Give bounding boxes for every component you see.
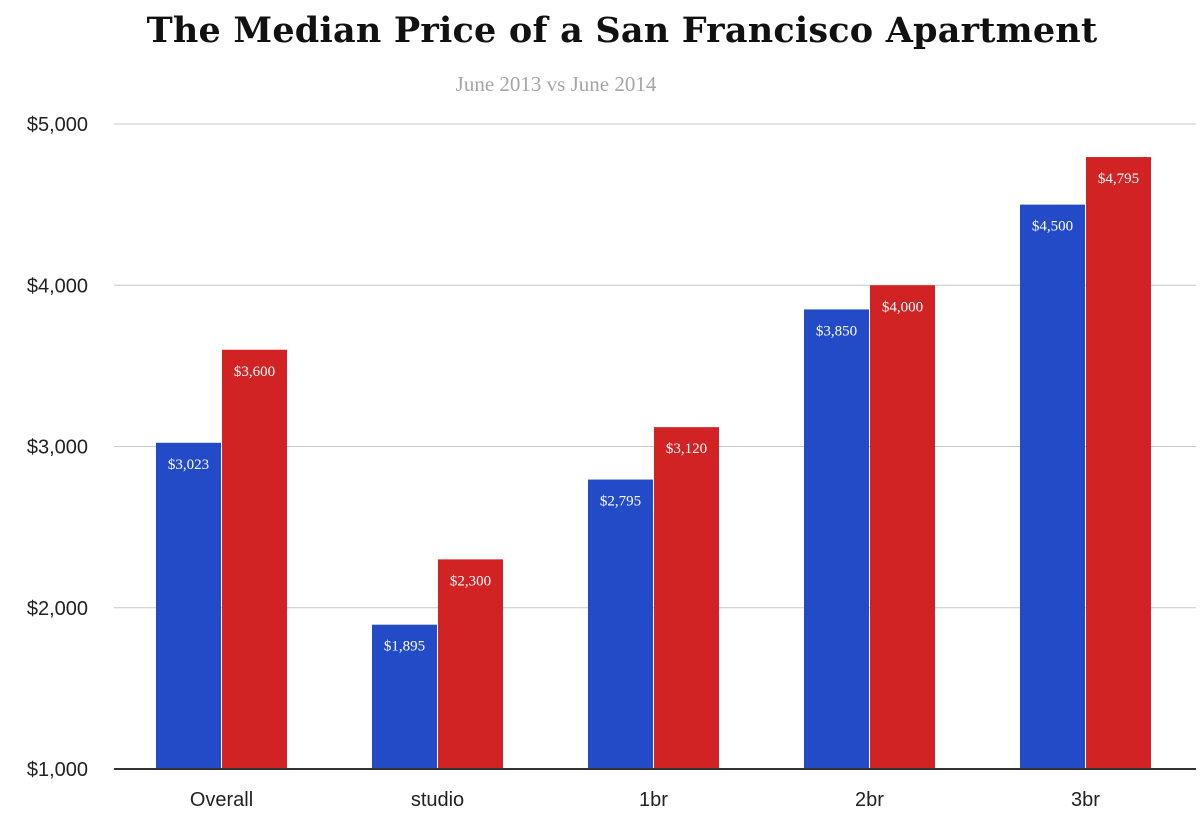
- data-label-0-4: $4,500: [1032, 219, 1073, 235]
- data-label-1-0: $3,600: [234, 364, 275, 380]
- y-tick-label-1000: $1,000: [27, 759, 88, 781]
- data-label-1-1: $2,300: [450, 573, 491, 589]
- data-label-1-2: $3,120: [666, 441, 707, 457]
- y-tick-label-3000: $3,000: [27, 437, 88, 459]
- y-tick-label-5000: $5,000: [27, 114, 88, 136]
- x-tick-label-3: 2br: [855, 789, 884, 811]
- y-tick-label-4000: $4,000: [27, 275, 88, 297]
- bar-1-4: [1086, 157, 1151, 769]
- bar-1-2: [654, 427, 719, 769]
- chart-subtitle: June 2013 vs June 2014: [455, 72, 657, 96]
- data-label-1-3: $4,000: [882, 299, 923, 315]
- data-label-0-3: $3,850: [816, 323, 857, 339]
- data-label-1-4: $4,795: [1098, 171, 1139, 187]
- bar-0-4: [1020, 204, 1085, 769]
- y-tick-label-2000: $2,000: [27, 598, 88, 620]
- bar-0-0: [156, 442, 221, 769]
- data-label-0-2: $2,795: [600, 494, 641, 510]
- bar-0-1: [372, 624, 437, 769]
- chart-title: The Median Price of a San Francisco Apar…: [146, 10, 1098, 51]
- data-label-0-1: $1,895: [384, 639, 425, 655]
- bar-1-1: [438, 559, 503, 769]
- x-tick-label-4: 3br: [1071, 789, 1100, 811]
- bar-1-0: [222, 349, 287, 769]
- x-tick-label-0: Overall: [190, 789, 253, 811]
- bar-0-3: [804, 309, 869, 769]
- data-label-0-0: $3,023: [168, 457, 209, 473]
- bar-0-2: [588, 479, 653, 769]
- x-tick-label-2: 1br: [639, 789, 668, 811]
- x-tick-label-1: studio: [411, 789, 464, 811]
- bar-1-3: [870, 285, 935, 769]
